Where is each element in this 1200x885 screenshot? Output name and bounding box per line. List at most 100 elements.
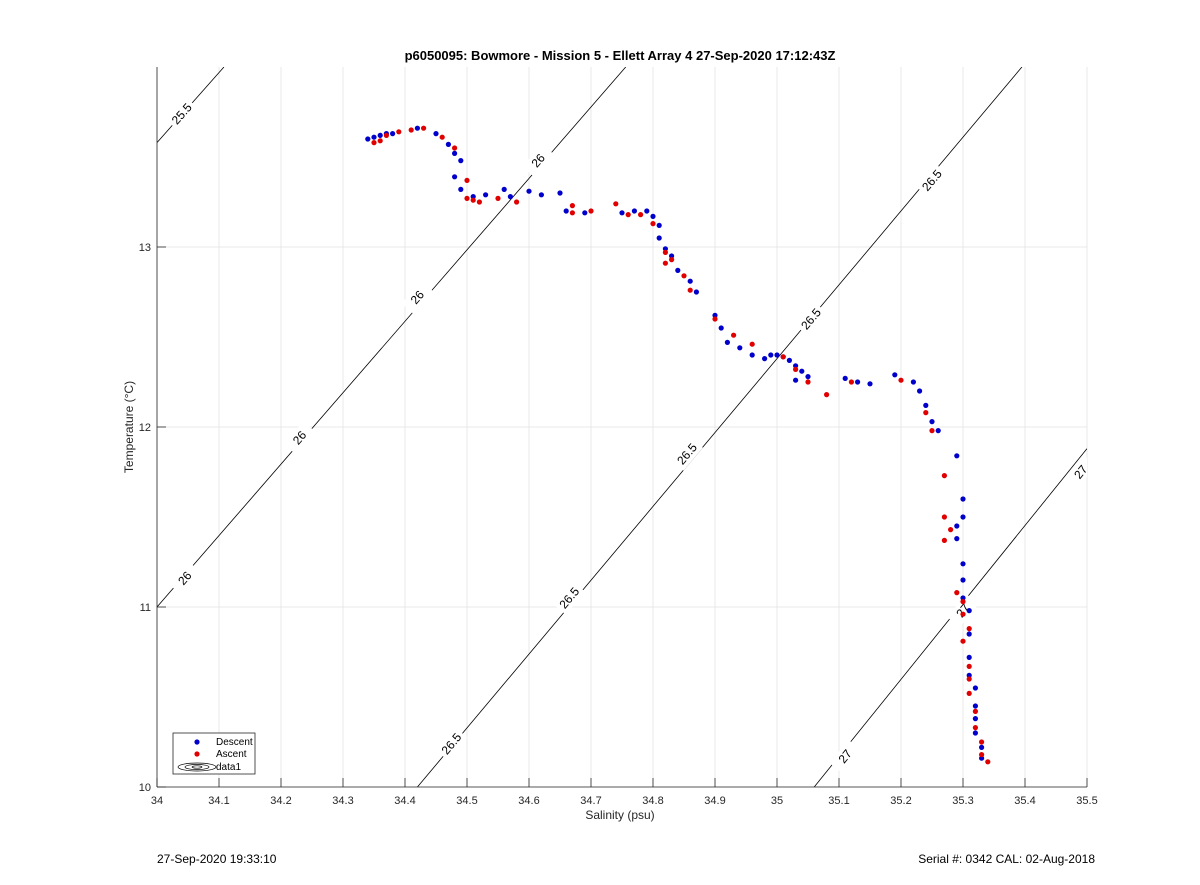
ascent-point	[960, 599, 966, 605]
descent-point	[656, 235, 662, 241]
x-tick-label: 35.4	[1014, 795, 1035, 807]
descent-point	[954, 523, 960, 529]
ascent-point	[966, 690, 972, 697]
descent-point	[749, 352, 755, 358]
descent-point	[414, 125, 420, 131]
descent-point	[650, 213, 656, 219]
descent-point	[972, 703, 979, 709]
y-axis-label: Temperature (°C)	[122, 381, 136, 473]
descent-point	[390, 131, 396, 137]
descent-point	[867, 381, 873, 387]
legend-data1-label: data1	[216, 762, 241, 773]
descent-point	[452, 174, 458, 180]
legend-descent-marker	[194, 739, 200, 745]
contour-label-bg	[169, 561, 201, 595]
ascent-point	[514, 199, 520, 205]
legend-box	[172, 732, 256, 775]
descent-point	[693, 289, 700, 295]
descent-point	[557, 190, 563, 196]
ascent-point	[793, 366, 799, 372]
descent-point	[910, 379, 917, 385]
x-tick-label: 35.2	[890, 795, 911, 807]
print-timestamp: 27-Sep-2020 19:33:10	[157, 852, 277, 866]
ascent-point	[669, 257, 675, 263]
x-tick-label: 34.8	[642, 795, 663, 807]
ascent-point	[452, 145, 458, 151]
descent-series	[365, 125, 985, 761]
descent-point	[842, 375, 848, 381]
ascent-point	[650, 221, 656, 227]
ascent-point	[948, 527, 954, 533]
y-tick-label: 11	[140, 602, 151, 614]
x-tick-label: 34.4	[394, 795, 415, 807]
x-tick-label: 34.3	[332, 795, 353, 807]
ascent-point	[464, 177, 470, 183]
ascent-point	[941, 514, 948, 520]
descent-point	[458, 186, 464, 192]
ascent-point	[383, 132, 389, 138]
contour-label: 27	[1071, 462, 1090, 481]
descent-point	[724, 339, 731, 345]
ascent-point	[662, 260, 669, 266]
ascent-point	[470, 197, 476, 203]
x-tick-label: 34.5	[456, 795, 477, 807]
ascent-point	[960, 638, 966, 644]
descent-point	[954, 536, 960, 542]
contour-label-bg	[795, 302, 827, 336]
ascent-point	[979, 739, 985, 745]
x-tick-label: 34.2	[270, 795, 291, 807]
descent-point	[452, 150, 458, 156]
descent-point	[563, 208, 569, 214]
ascent-point	[954, 590, 960, 596]
descent-point	[960, 496, 966, 502]
x-tick-label: 35.5	[1076, 795, 1097, 807]
x-tick-label: 34.9	[704, 795, 725, 807]
ascent-point	[396, 129, 402, 135]
descent-point	[892, 372, 898, 378]
y-tick-label: 10	[139, 782, 151, 794]
descent-point	[917, 388, 923, 394]
ascent-point	[960, 611, 966, 617]
ascent-point	[464, 195, 470, 201]
x-axis-label: Salinity (psu)	[585, 808, 654, 822]
contour-label-bg	[1065, 455, 1087, 489]
ascent-point	[848, 379, 855, 385]
descent-point	[979, 744, 985, 751]
ascent-point	[805, 379, 811, 385]
descent-point	[805, 374, 811, 380]
ascent-point	[972, 725, 979, 731]
descent-point	[675, 267, 681, 273]
descent-point	[979, 755, 985, 761]
y-tick-label: 13	[139, 242, 151, 254]
descent-point	[972, 730, 979, 736]
ascent-point	[966, 676, 972, 682]
contour-label-bg	[283, 421, 316, 455]
descent-point	[371, 134, 377, 140]
ascent-point	[824, 392, 830, 398]
descent-point	[793, 363, 799, 369]
descent-point	[712, 312, 718, 318]
descent-point	[718, 325, 724, 331]
descent-point	[935, 428, 941, 434]
descent-point	[954, 453, 960, 459]
ascent-point	[371, 140, 377, 146]
contour-label-bg	[916, 163, 948, 198]
ascent-point	[421, 125, 427, 131]
contour-label-bg	[829, 739, 861, 774]
ascent-point	[613, 201, 619, 207]
descent-point	[737, 345, 743, 351]
contour-label-bg	[671, 437, 703, 471]
descent-point	[483, 192, 489, 198]
x-tick-label: 35.3	[952, 795, 973, 807]
descent-point	[966, 608, 972, 614]
contour-label-bg	[435, 727, 468, 761]
y-tick-label: 12	[139, 422, 151, 434]
ascent-point	[408, 127, 414, 133]
ascent-point	[749, 341, 755, 347]
descent-point	[966, 654, 972, 661]
descent-point	[433, 131, 439, 137]
x-tick-label: 35	[771, 795, 783, 807]
ascent-point	[712, 316, 718, 322]
descent-point	[960, 595, 966, 601]
